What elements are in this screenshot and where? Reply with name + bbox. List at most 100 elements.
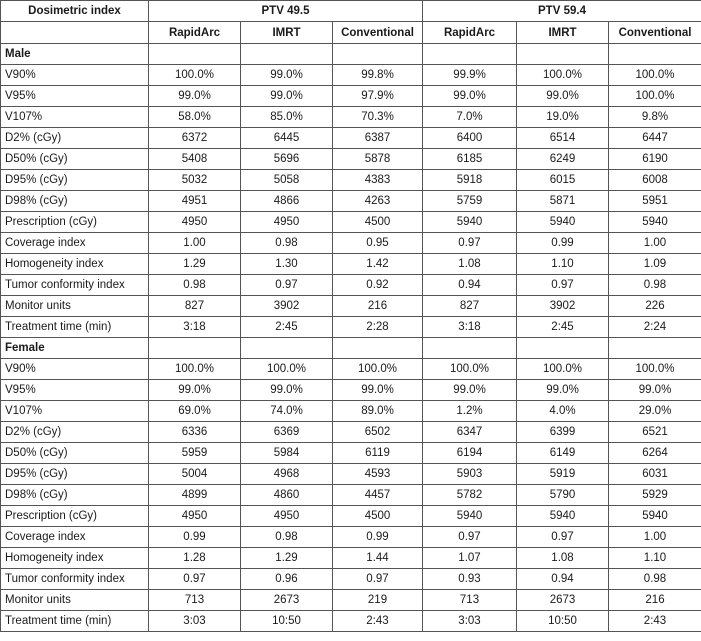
- value-cell: 5790: [516, 484, 609, 506]
- value-cell: 6369: [240, 421, 333, 443]
- row-label: Tumor conformity index: [0, 274, 149, 296]
- row-label: V90%: [0, 358, 149, 380]
- value-cell: 6190: [608, 148, 701, 170]
- section-header-row: Male: [0, 43, 701, 65]
- section-empty-cell: [148, 337, 241, 359]
- value-cell: 5871: [516, 190, 609, 212]
- table-row: D98% (cGy) 4899 4860 4457 5782 5790 5929: [0, 484, 701, 506]
- header-subcol: IMRT: [516, 21, 609, 44]
- value-cell: 1.29: [148, 253, 241, 275]
- row-label: D95% (cGy): [0, 463, 149, 485]
- value-cell: 1.2%: [422, 400, 517, 422]
- table-row: Homogeneity index 1.28 1.29 1.44 1.07 1.08 1.1…: [0, 547, 701, 569]
- value-cell: 0.92: [332, 274, 423, 296]
- value-cell: 5929: [608, 484, 701, 506]
- value-cell: 1.00: [148, 232, 241, 254]
- value-cell: 5759: [422, 190, 517, 212]
- value-cell: 4950: [240, 211, 333, 233]
- header-empty-cell: [0, 21, 149, 44]
- value-cell: 4860: [240, 484, 333, 506]
- value-cell: 74.0%: [240, 400, 333, 422]
- value-cell: 6447: [608, 127, 701, 149]
- value-cell: 3902: [240, 295, 333, 317]
- table-row: Coverage index 1.00 0.98 0.95 0.97 0.99 1.00: [0, 232, 701, 254]
- value-cell: 5940: [608, 505, 701, 527]
- value-cell: 100.0%: [516, 358, 609, 380]
- value-cell: 5878: [332, 148, 423, 170]
- row-label: Treatment time (min): [0, 316, 149, 338]
- table-body: Male V90% 100.0% 99.0% 99.8% 99.9% 100.0% 100.0…: [0, 43, 701, 632]
- table-row: V90% 100.0% 99.0% 99.8% 99.9% 100.0% 100.0%: [0, 64, 701, 86]
- value-cell: 6399: [516, 421, 609, 443]
- table-row: Tumor conformity index 0.98 0.97 0.92 0.94 0.…: [0, 274, 701, 296]
- header-subcol: RapidArc: [422, 21, 517, 44]
- row-label: Coverage index: [0, 232, 149, 254]
- table-row: Coverage index 0.99 0.98 0.99 0.97 0.97 1.00: [0, 526, 701, 548]
- row-label: Prescription (cGy): [0, 211, 149, 233]
- value-cell: 6336: [148, 421, 241, 443]
- row-label: Prescription (cGy): [0, 505, 149, 527]
- value-cell: 216: [608, 589, 701, 611]
- value-cell: 1.00: [608, 526, 701, 548]
- value-cell: 5940: [516, 505, 609, 527]
- value-cell: 1.09: [608, 253, 701, 275]
- value-cell: 7.0%: [422, 106, 517, 128]
- value-cell: 226: [608, 295, 701, 317]
- value-cell: 9.8%: [608, 106, 701, 128]
- value-cell: 2:45: [240, 316, 333, 338]
- value-cell: 6194: [422, 442, 517, 464]
- value-cell: 6119: [332, 442, 423, 464]
- value-cell: 0.97: [148, 568, 241, 590]
- value-cell: 6521: [608, 421, 701, 443]
- value-cell: 0.93: [422, 568, 517, 590]
- table-row: V107% 58.0% 85.0% 70.3% 7.0% 19.0% 9.8%: [0, 106, 701, 128]
- value-cell: 0.98: [608, 274, 701, 296]
- row-label: Monitor units: [0, 295, 149, 317]
- value-cell: 1.07: [422, 547, 517, 569]
- row-label: V107%: [0, 400, 149, 422]
- value-cell: 6031: [608, 463, 701, 485]
- row-label: Homogeneity index: [0, 547, 149, 569]
- row-label: V107%: [0, 106, 149, 128]
- value-cell: 99.0%: [240, 379, 333, 401]
- value-cell: 4950: [148, 505, 241, 527]
- value-cell: 1.44: [332, 547, 423, 569]
- table-row: Prescription (cGy) 4950 4950 4500 5940 5940 59…: [0, 211, 701, 233]
- value-cell: 6149: [516, 442, 609, 464]
- section-title: Male: [0, 43, 149, 65]
- value-cell: 4593: [332, 463, 423, 485]
- value-cell: 4457: [332, 484, 423, 506]
- value-cell: 99.0%: [148, 85, 241, 107]
- section-empty-cell: [240, 337, 333, 359]
- section-empty-cell: [608, 43, 701, 65]
- value-cell: 1.28: [148, 547, 241, 569]
- table-row: Treatment time (min) 3:18 2:45 2:28 3:18 2:45…: [0, 316, 701, 338]
- value-cell: 4950: [240, 505, 333, 527]
- value-cell: 1.10: [516, 253, 609, 275]
- section-empty-cell: [422, 43, 517, 65]
- section-empty-cell: [148, 43, 241, 65]
- value-cell: 0.99: [516, 232, 609, 254]
- value-cell: 0.94: [516, 568, 609, 590]
- value-cell: 4899: [148, 484, 241, 506]
- value-cell: 2:43: [332, 610, 423, 632]
- row-label: V95%: [0, 379, 149, 401]
- value-cell: 6387: [332, 127, 423, 149]
- value-cell: 0.96: [240, 568, 333, 590]
- table-row: D2% (cGy) 6372 6445 6387 6400 6514 6447: [0, 127, 701, 149]
- value-cell: 1.42: [332, 253, 423, 275]
- value-cell: 6015: [516, 169, 609, 191]
- value-cell: 4500: [332, 211, 423, 233]
- value-cell: 2673: [240, 589, 333, 611]
- table-row: D50% (cGy) 5959 5984 6119 6194 6149 6264: [0, 442, 701, 464]
- table-row: D2% (cGy) 6336 6369 6502 6347 6399 6521: [0, 421, 701, 443]
- value-cell: 99.0%: [240, 64, 333, 86]
- table-row: Treatment time (min) 3:03 10:50 2:43 3:03 10:…: [0, 610, 701, 632]
- table-row: Prescription (cGy) 4950 4950 4500 5940 5940 59…: [0, 505, 701, 527]
- row-label: D98% (cGy): [0, 484, 149, 506]
- value-cell: 69.0%: [148, 400, 241, 422]
- value-cell: 0.94: [422, 274, 517, 296]
- value-cell: 5940: [422, 505, 517, 527]
- value-cell: 97.9%: [332, 85, 423, 107]
